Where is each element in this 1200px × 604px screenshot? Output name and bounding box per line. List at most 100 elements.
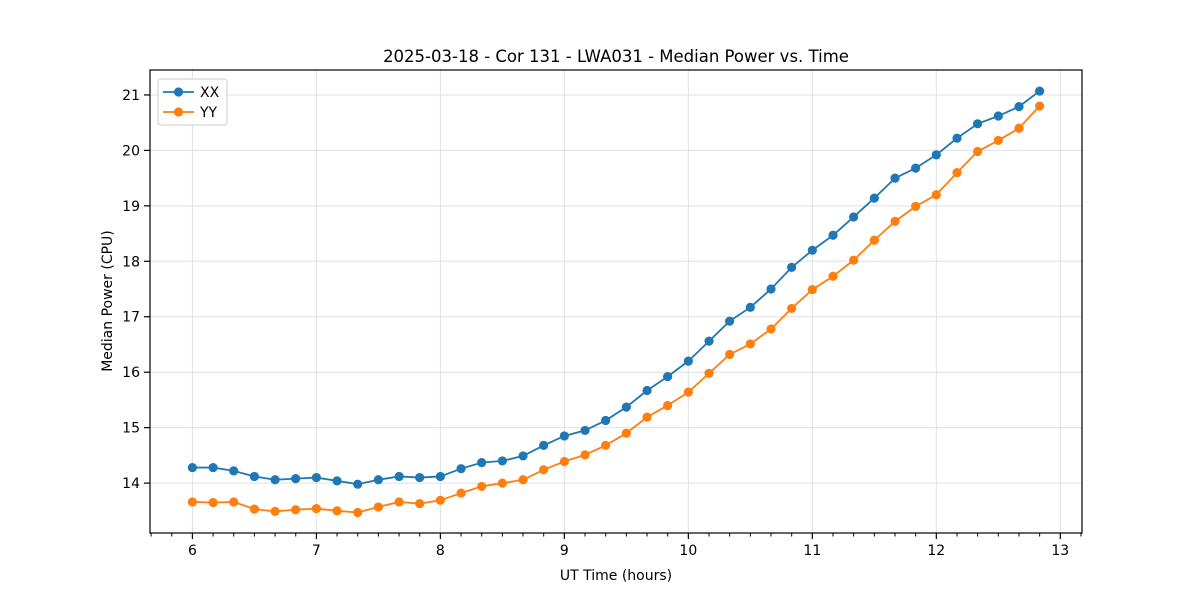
data-point-marker [559, 456, 569, 467]
y-tick-label: 17 [122, 310, 140, 326]
x-tick-label: 13 [1051, 543, 1069, 559]
data-point-marker [911, 201, 921, 211]
plot-border [149, 69, 1083, 534]
data-point-marker [539, 440, 549, 450]
data-point-marker [704, 336, 714, 346]
data-point-marker [415, 472, 425, 483]
data-point-marker [621, 402, 631, 412]
x-tick-label: 9 [560, 543, 569, 559]
legend-swatch-marker [173, 107, 184, 117]
data-point-marker [394, 497, 404, 507]
data-point-marker [931, 190, 941, 200]
data-point-marker [373, 502, 383, 512]
data-point-marker [580, 450, 590, 460]
data-point-marker [642, 412, 652, 422]
data-point-marker [787, 303, 797, 314]
data-point-marker [291, 474, 301, 484]
x-tick-label: 10 [679, 543, 697, 559]
data-point-marker [642, 385, 652, 396]
data-point-marker [973, 119, 983, 129]
data-point-marker [229, 466, 239, 476]
y-tick-label: 20 [122, 143, 140, 159]
data-point-marker [993, 111, 1003, 121]
data-point-marker [952, 167, 962, 178]
x-tick-label: 7 [312, 543, 321, 559]
legend-item: XX [163, 85, 220, 101]
data-point-marker [332, 476, 342, 486]
data-point-marker [270, 506, 280, 516]
data-point-marker [890, 216, 900, 226]
data-point-marker [539, 465, 549, 475]
data-point-marker [973, 146, 983, 157]
x-axis-label: UT Time (hours) [560, 568, 672, 584]
x-tick-label: 11 [803, 543, 821, 559]
y-axis-label: Median Power (CPU) [100, 230, 116, 372]
y-tick-label: 14 [122, 476, 140, 492]
y-tick-label: 16 [122, 365, 140, 381]
data-point-marker [477, 481, 487, 492]
data-point-marker [952, 133, 962, 143]
data-point-marker [601, 415, 611, 426]
data-point-marker [869, 193, 879, 203]
data-point-marker [332, 506, 342, 516]
data-point-marker [1014, 102, 1024, 112]
legend-label: XX [200, 85, 220, 101]
data-point-marker [828, 230, 838, 240]
data-point-marker [745, 302, 755, 312]
data-point-marker [828, 271, 838, 281]
data-point-marker [725, 349, 735, 360]
legend-swatch-marker [173, 87, 184, 97]
data-point-marker [270, 475, 280, 485]
legend-item: YY [163, 105, 218, 121]
data-point-marker [208, 497, 218, 508]
data-point-marker [704, 368, 714, 378]
data-point-marker [415, 499, 425, 509]
data-point-marker [745, 339, 755, 349]
data-point-marker [518, 451, 528, 461]
data-point-marker [497, 478, 507, 488]
data-point-marker [518, 475, 528, 485]
data-point-marker [807, 245, 817, 255]
data-point-marker [1035, 86, 1045, 96]
y-tick-label: 15 [122, 421, 140, 437]
data-point-marker [787, 262, 797, 272]
data-point-marker [373, 475, 383, 485]
data-point-marker [683, 356, 693, 366]
data-point-marker [807, 284, 817, 295]
data-point-marker [497, 456, 507, 466]
data-point-marker [435, 471, 445, 482]
y-tick-label: 19 [122, 199, 140, 215]
gridlines [150, 70, 1082, 533]
data-point-marker [849, 255, 859, 265]
data-point-marker [477, 457, 487, 468]
data-point-marker [187, 497, 197, 507]
y-tick-label: 18 [122, 254, 140, 270]
data-point-marker [353, 479, 363, 489]
data-point-marker [559, 431, 569, 441]
data-point-marker [353, 507, 363, 518]
chart-title: 2025-03-18 - Cor 131 - LWA031 - Median P… [383, 47, 849, 66]
data-point-marker [291, 505, 301, 515]
data-point-marker [311, 472, 321, 483]
data-point-marker [311, 504, 321, 514]
data-point-marker [580, 425, 590, 436]
x-tick-label: 8 [436, 543, 445, 559]
data-point-marker [725, 316, 735, 326]
data-point-marker [249, 471, 259, 482]
data-point-marker [601, 440, 611, 450]
data-point-marker [435, 495, 445, 505]
data-point-marker [456, 488, 466, 498]
data-point-marker [229, 497, 239, 507]
data-point-marker [683, 387, 693, 397]
data-point-marker [208, 462, 218, 473]
legend-label: YY [199, 105, 218, 121]
data-point-marker [249, 504, 259, 514]
series-xx [187, 86, 1045, 489]
data-point-marker [456, 464, 466, 474]
data-point-marker [931, 150, 941, 160]
data-point-marker [993, 135, 1003, 146]
legend: XX YY [157, 78, 228, 126]
data-point-marker [890, 173, 900, 183]
